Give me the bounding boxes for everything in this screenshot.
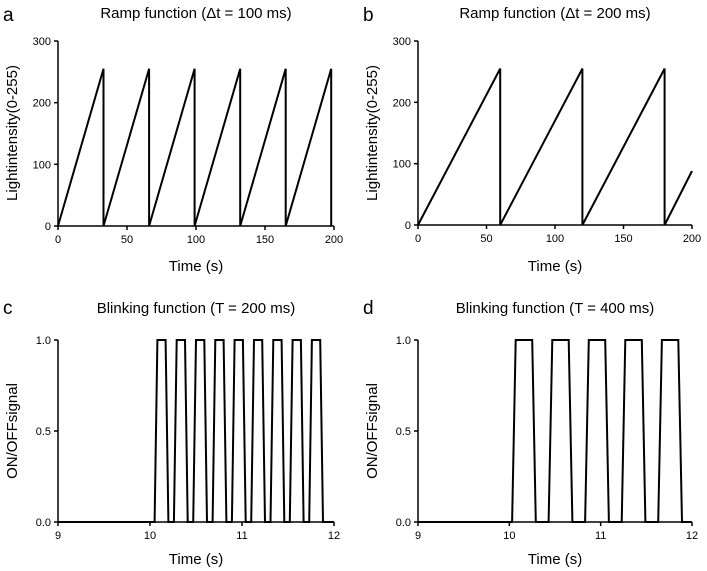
axes [57,41,334,227]
x-tick-label: 12 [686,530,698,542]
x-tick-label: 100 [546,233,564,245]
y-axis-label: ON/OFFsignal [4,383,21,479]
plot-area [58,339,334,523]
chart-title: Blinking function (T = 200 ms) [97,300,296,317]
y-tick-label: 300 [393,36,411,48]
axis-ticks: 0 50 100 150 200 0 100 200 300 [33,36,344,246]
y-tick-label: 200 [33,98,51,110]
y-tick-label: 300 [33,36,51,48]
x-tick-label: 9 [415,530,421,542]
x-axis-label: Time (s) [528,551,582,568]
chart-title: Blinking function (T = 400 ms) [456,300,655,317]
axis-ticks: 9 10 11 12 0.0 0.5 1.0 [36,335,340,542]
y-tick-label: 100 [393,159,411,171]
x-tick-label: 12 [328,530,340,542]
panel-d: d Blinking function (T = 400 ms) Time (s… [363,298,698,568]
panel-b: b Ramp function (Δt = 200 ms) Time (s) L… [363,5,701,275]
axis-ticks: 0 50 100 150 200 0 100 200 300 [393,36,702,245]
y-tick-label: 0 [45,221,51,233]
y-tick-label: 0.5 [36,426,51,438]
y-tick-label: 100 [33,159,51,171]
x-tick-label: 11 [236,530,247,542]
x-tick-label: 0 [55,234,61,246]
x-tick-label: 200 [325,234,343,246]
y-tick-label: 1.0 [396,335,411,347]
y-tick-label: 0 [405,220,411,232]
y-tick-label: 1.0 [36,335,51,347]
panel-c: c Blinking function (T = 200 ms) Time (s… [3,298,340,568]
x-tick-label: 10 [144,530,156,542]
x-tick-label: 0 [415,233,421,245]
series-line [57,68,333,227]
y-tick-label: 0.5 [396,426,411,438]
plot-area [57,68,333,227]
x-tick-label: 150 [256,234,274,246]
series-line [417,68,693,226]
y-tick-label: 0.0 [396,517,411,529]
x-tick-label: 11 [595,530,606,542]
series-line [58,339,334,523]
x-tick-label: 150 [614,233,632,245]
x-tick-label: 200 [683,233,701,245]
axis-ticks: 9 10 11 12 0.0 0.5 1.0 [396,335,698,542]
y-axis-label: Lightintensity(0-255) [364,65,381,201]
series-line [418,339,692,523]
panel-letter: b [363,5,374,26]
x-tick-label: 100 [187,234,205,246]
x-axis-label: Time (s) [169,258,223,275]
panel-letter: c [3,298,13,319]
chart-title: Ramp function (Δt = 200 ms) [459,5,650,22]
plot-area [417,68,693,226]
y-tick-label: 200 [393,97,411,109]
y-axis-label: ON/OFFsignal [364,383,381,479]
x-axis-label: Time (s) [528,258,582,275]
axes [417,41,692,226]
plot-area [418,339,692,523]
x-tick-label: 50 [121,234,133,246]
panel-a: a Ramp function (Δt = 100 ms) Time (s) L… [3,5,343,275]
x-tick-label: 50 [480,233,492,245]
x-tick-label: 9 [55,530,61,542]
x-axis-label: Time (s) [169,551,223,568]
y-axis-label: Lightintensity(0-255) [4,65,21,201]
panel-letter: d [363,298,374,319]
panel-letter: a [3,5,14,26]
y-tick-label: 0.0 [36,517,51,529]
axes [417,340,692,523]
x-tick-label: 10 [503,530,515,542]
chart-title: Ramp function (Δt = 100 ms) [100,5,291,22]
